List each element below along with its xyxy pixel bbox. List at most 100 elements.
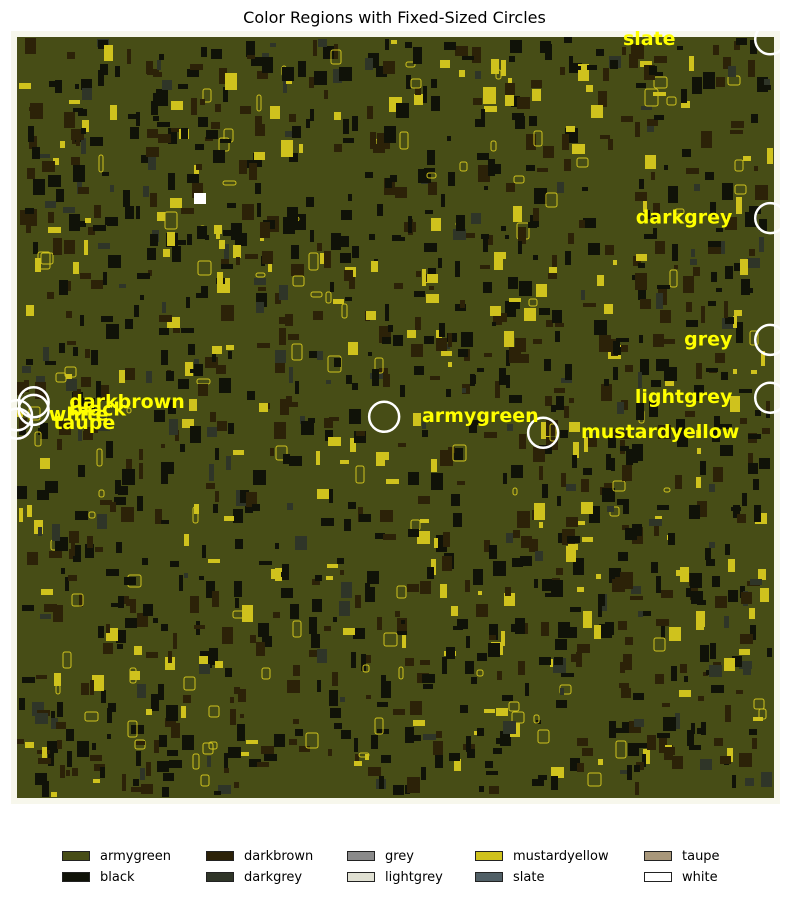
region-block [613, 260, 617, 265]
region-block [254, 152, 265, 160]
region-label: taupe [53, 412, 115, 434]
region-block [97, 514, 107, 529]
region-block [101, 316, 113, 322]
region-block [279, 328, 286, 345]
region-block [417, 531, 430, 544]
region-block [651, 562, 658, 573]
region-block [84, 240, 88, 255]
region-block [575, 66, 581, 70]
region-label: black [69, 398, 126, 420]
region-block [505, 235, 509, 239]
region-block [503, 473, 507, 484]
region-block [162, 787, 169, 797]
region-block [672, 756, 683, 769]
region-block [668, 186, 678, 203]
region-block [750, 40, 757, 54]
region-block [534, 188, 547, 204]
region-block [715, 596, 727, 608]
region-block [621, 400, 628, 410]
region-block [91, 426, 98, 433]
region-block [45, 201, 56, 208]
region-block [477, 653, 487, 661]
region-block [441, 194, 445, 207]
region-block [708, 301, 716, 306]
region-block [653, 334, 664, 347]
legend-swatch [644, 872, 672, 882]
region-block [103, 272, 107, 285]
region-block [157, 761, 169, 772]
region-block [451, 606, 458, 616]
region-block [363, 655, 371, 663]
region-block [478, 591, 482, 595]
region-block [431, 96, 440, 111]
region-block [497, 671, 502, 680]
region-block [635, 192, 647, 201]
region-block [606, 454, 611, 470]
region-block [230, 697, 234, 703]
region-block [583, 611, 592, 628]
region-block [87, 536, 93, 548]
region-block [154, 410, 165, 422]
region-block [318, 39, 327, 47]
region-block [620, 662, 625, 673]
region-block [653, 228, 657, 239]
region-block [61, 568, 65, 574]
region-block [754, 505, 761, 522]
region-block [691, 723, 695, 734]
region-block [24, 380, 29, 392]
region-block [655, 674, 664, 684]
region-block [534, 503, 545, 520]
region-block [262, 636, 272, 647]
region-block [664, 367, 677, 381]
region-block [325, 430, 333, 441]
region-block [137, 684, 146, 698]
region-label: mustardyellow [581, 421, 739, 443]
region-block [748, 434, 761, 439]
region-block [519, 434, 526, 449]
region-block [454, 759, 461, 771]
region-circle [0, 407, 34, 440]
region-block [719, 424, 732, 429]
region-block [56, 189, 64, 202]
region-block [579, 220, 585, 228]
region-block [455, 46, 468, 56]
region-block [662, 703, 670, 707]
region-block [382, 337, 391, 344]
region-block [77, 179, 82, 194]
region-block [549, 267, 557, 278]
legend-swatch [475, 872, 503, 882]
region-block [733, 369, 737, 374]
region-block [416, 271, 421, 277]
region-block [734, 41, 740, 50]
region-block [618, 552, 628, 561]
region-block [635, 273, 647, 290]
region-block [42, 161, 55, 172]
region-block [405, 658, 414, 666]
region-block [666, 96, 677, 106]
region-block [73, 389, 81, 404]
region-block [234, 581, 242, 597]
region-block [518, 241, 522, 254]
region-block [407, 330, 416, 338]
region-block [352, 116, 358, 131]
region-block [759, 458, 770, 469]
region-block [516, 354, 529, 363]
region-block [169, 760, 182, 768]
region-block [55, 80, 62, 93]
region-block [183, 695, 191, 703]
region-block [219, 240, 225, 249]
region-block [329, 690, 338, 706]
region-block [499, 313, 507, 322]
region-block [526, 165, 535, 171]
region-block [110, 502, 116, 512]
region-block [214, 225, 222, 234]
region-block [192, 506, 199, 524]
region-block [596, 574, 601, 579]
region-block [551, 767, 564, 778]
region-block [275, 445, 288, 461]
region-block [502, 695, 513, 701]
region-circle [753, 201, 787, 235]
region-block [440, 584, 447, 598]
region-block [33, 242, 38, 254]
region-block [385, 39, 389, 50]
